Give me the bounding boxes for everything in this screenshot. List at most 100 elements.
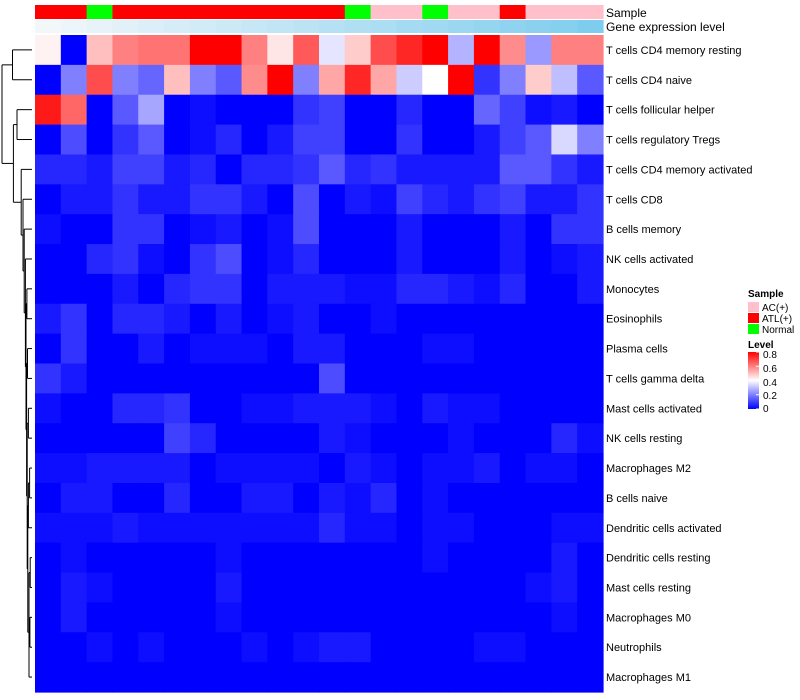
heatmap-cell (215, 512, 243, 544)
heatmap-cell (396, 214, 423, 245)
heatmap-cell (215, 572, 243, 604)
heatmap-cell (164, 363, 191, 394)
heatmap-cell (499, 333, 527, 365)
heatmap-cell (138, 662, 165, 693)
row-label: T cells follicular helper (606, 105, 715, 117)
level-tick-0: 0.8 (763, 350, 777, 361)
heatmap-cell (499, 154, 527, 185)
gene-expression-cell (189, 20, 217, 33)
heatmap-cell (189, 632, 217, 663)
heatmap-cell (499, 512, 527, 544)
heatmap-cell (499, 423, 527, 454)
heatmap-cell (293, 393, 320, 424)
row-label: T cells CD4 memory activated (606, 164, 753, 176)
sample-cell (422, 5, 449, 19)
heatmap-cell (164, 35, 191, 66)
heatmap-cell (267, 363, 294, 394)
heatmap-cell (189, 273, 217, 305)
heatmap-cell (241, 572, 268, 604)
heatmap-cell (422, 94, 449, 126)
heatmap-cell (473, 632, 501, 663)
gene-expression-cell (35, 20, 62, 33)
sample-cell (473, 5, 501, 19)
heatmap-cell (344, 572, 372, 604)
heatmap-cell (112, 273, 139, 305)
heatmap-cell (112, 214, 139, 245)
heatmap-cell (138, 303, 165, 335)
heatmap-cell (344, 124, 372, 156)
heatmap-cell (396, 94, 423, 126)
heatmap-cell (344, 244, 372, 275)
sample-cell (448, 5, 475, 19)
heatmap-body (35, 35, 604, 693)
heatmap-cell (189, 184, 217, 215)
heatmap-cell (164, 273, 191, 305)
heatmap-cell (448, 662, 475, 693)
heatmap-cell (577, 94, 604, 126)
heatmap-cell (215, 423, 243, 454)
heatmap-cell (551, 393, 578, 424)
heatmap-cell (448, 303, 475, 335)
heatmap-cell (577, 512, 604, 544)
heatmap-cell (60, 363, 88, 394)
heatmap-cell (448, 423, 475, 454)
heatmap-cell (422, 632, 449, 663)
gene-expression-cell (215, 20, 243, 33)
heatmap-cell (86, 363, 114, 394)
heatmap-cell (448, 244, 475, 275)
heatmap-cell (112, 542, 139, 574)
heatmap-cell (267, 453, 294, 484)
heatmap-cell (86, 393, 114, 424)
heatmap-cell (215, 333, 243, 365)
heatmap-cell (189, 602, 217, 633)
heatmap-cell (112, 154, 139, 185)
heatmap-cell (138, 64, 165, 96)
heatmap-cell (525, 94, 552, 126)
heatmap-cell (189, 244, 217, 275)
heatmap-cell (344, 154, 372, 185)
heatmap-cell (86, 124, 114, 156)
heatmap-cell (551, 423, 578, 454)
heatmap-cell (577, 423, 604, 454)
heatmap-cell (319, 632, 346, 663)
sample-cell (189, 5, 217, 19)
heatmap-cell (396, 632, 423, 663)
heatmap-cell (35, 244, 62, 275)
heatmap-cell (241, 482, 268, 514)
heatmap-cell (370, 393, 398, 424)
heatmap-cell (344, 482, 372, 514)
heatmap-cell (525, 35, 552, 66)
heatmap-cell (267, 35, 294, 66)
heatmap-cell (267, 184, 294, 215)
sample-cell (499, 5, 527, 19)
heatmap-cell (525, 273, 552, 305)
heatmap-cell (551, 214, 578, 245)
heatmap-cell (525, 363, 552, 394)
heatmap-cell (35, 154, 62, 185)
heatmap-cell (35, 482, 62, 514)
heatmap-cell (164, 184, 191, 215)
heatmap-cell (370, 154, 398, 185)
heatmap-cell (525, 244, 552, 275)
heatmap-cell (422, 453, 449, 484)
heatmap-cell (112, 363, 139, 394)
heatmap-cell (370, 453, 398, 484)
heatmap-cell (112, 572, 139, 604)
heatmap-cell (241, 303, 268, 335)
heatmap-cell (448, 154, 475, 185)
heatmap-cell (293, 363, 320, 394)
heatmap-cell (422, 303, 449, 335)
heatmap-cell (86, 423, 114, 454)
heatmap-cell (396, 124, 423, 156)
heatmap-cell (473, 333, 501, 365)
heatmap-cell (499, 94, 527, 126)
heatmap-cell (86, 482, 114, 514)
sample-cell (396, 5, 423, 19)
heatmap-cell (138, 35, 165, 66)
heatmap-cell (35, 124, 62, 156)
heatmap-cell (525, 64, 552, 96)
heatmap-cell (448, 482, 475, 514)
heatmap-cell (422, 124, 449, 156)
heatmap-cell (86, 184, 114, 215)
heatmap-cell (293, 423, 320, 454)
